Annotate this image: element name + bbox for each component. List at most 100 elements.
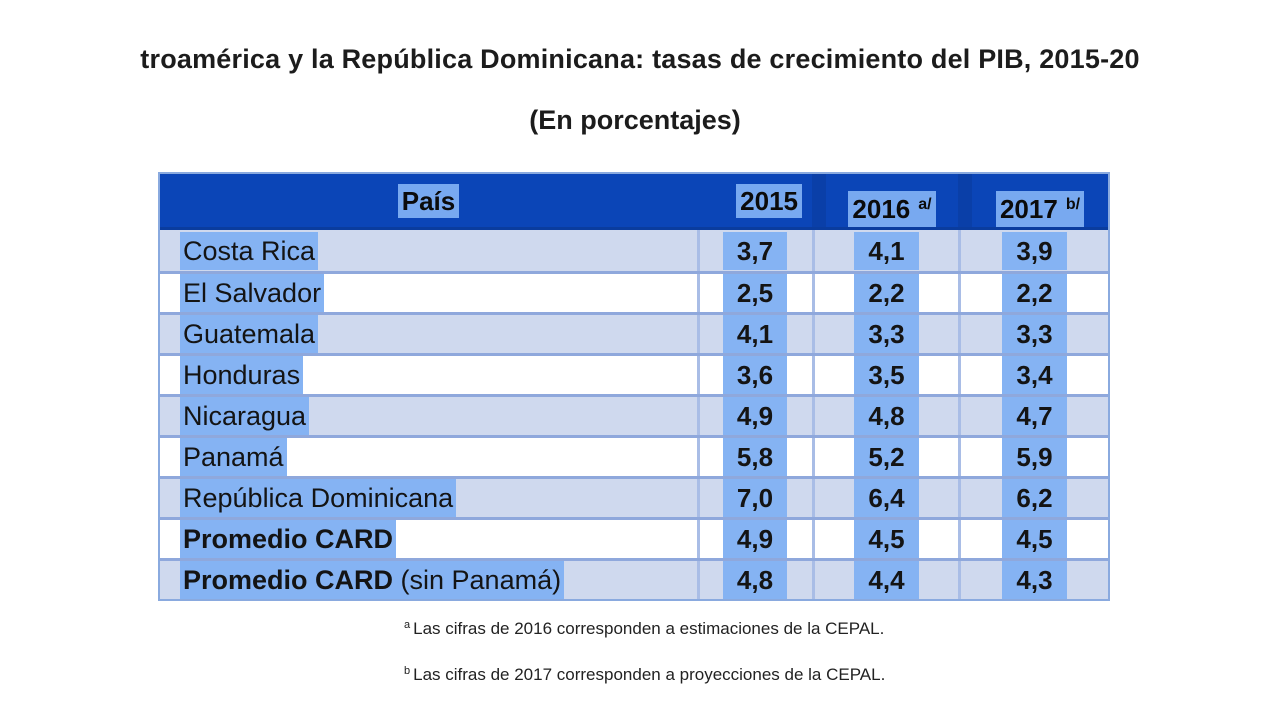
country-name: El Salvador xyxy=(180,274,325,312)
growth-value-2017: 3,9 xyxy=(1002,231,1067,270)
growth-value-2015: 7,0 xyxy=(722,479,788,517)
header-2016-cell: 2016 a/ xyxy=(812,174,958,227)
table-row: Honduras 3,6 3,5 3,4 xyxy=(160,353,1108,394)
value-cell-2015: 5,8 xyxy=(697,438,812,476)
growth-value-2015: 3,6 xyxy=(722,356,788,394)
value-cell-2015: 4,9 xyxy=(697,520,812,558)
growth-value-2017: 3,3 xyxy=(1002,315,1067,353)
value-cell-2016: 3,3 xyxy=(812,315,958,353)
value-cell-2015: 7,0 xyxy=(697,479,812,517)
country-label: El Salvador xyxy=(183,278,322,308)
country-cell: Promedio CARD xyxy=(160,520,697,558)
header-2017: 2017 b/ xyxy=(995,190,1085,227)
growth-value-2016: 3,5 xyxy=(854,356,919,394)
table-body: Costa Rica 3,7 4,1 3,9 El Salvador 2,5 2,2 2,2 G… xyxy=(160,230,1108,599)
value-cell-2017: 3,4 xyxy=(958,356,1108,394)
value-cell-2017: 2,2 xyxy=(958,274,1108,312)
value-cell-2015: 4,1 xyxy=(697,315,812,353)
country-cell: República Dominicana xyxy=(160,479,697,517)
table-subtitle: (En porcentajes) xyxy=(529,105,741,135)
country-cell: Costa Rica xyxy=(160,230,697,271)
value-cell-2017: 4,5 xyxy=(958,520,1108,558)
footnote-a: a Las cifras de 2016 corresponden a estim… xyxy=(404,619,884,639)
country-cell: Panamá xyxy=(160,438,697,476)
header-2016: 2016 a/ xyxy=(848,190,936,227)
value-cell-2017: 3,3 xyxy=(958,315,1108,353)
growth-value-2015: 4,9 xyxy=(722,397,788,435)
country-label: Promedio CARD xyxy=(183,565,394,595)
table-row: República Dominicana 7,0 6,4 6,2 xyxy=(160,476,1108,517)
country-name: Panamá xyxy=(180,438,287,476)
growth-value-2016: 6,4 xyxy=(854,479,919,517)
footnote-b-mark: b xyxy=(404,665,411,677)
footnote-b: b Las cifras de 2017 corresponden a proye… xyxy=(404,665,885,685)
growth-value-2017: 6,2 xyxy=(1002,479,1067,517)
value-cell-2015: 3,7 xyxy=(697,230,812,271)
country-label: República Dominicana xyxy=(183,483,454,513)
table-title: troamérica y la República Dominicana: ta… xyxy=(140,44,1140,74)
growth-value-2016: 4,5 xyxy=(854,520,919,558)
header-country-cell: País xyxy=(160,174,697,227)
growth-value-2016: 4,8 xyxy=(854,397,919,435)
growth-value-2017: 4,7 xyxy=(1002,397,1067,435)
footnote-b-text: Las cifras de 2017 corresponden a proyec… xyxy=(413,665,886,684)
value-cell-2016: 6,4 xyxy=(812,479,958,517)
country-cell: El Salvador xyxy=(160,274,697,312)
header-2016-label: 2016 xyxy=(852,193,911,224)
footnote-a-mark: a xyxy=(404,619,411,631)
country-label: Honduras xyxy=(183,360,301,390)
country-name: Promedio CARD (sin Panamá) xyxy=(180,561,565,599)
value-cell-2016: 5,2 xyxy=(812,438,958,476)
table-row: Nicaragua 4,9 4,8 4,7 xyxy=(160,394,1108,435)
footnote-a-text: Las cifras de 2016 corresponden a estima… xyxy=(413,619,885,638)
growth-value-2015: 3,7 xyxy=(722,231,788,270)
country-suffix: (sin Panamá) xyxy=(393,565,562,595)
table-row: El Salvador 2,5 2,2 2,2 xyxy=(160,271,1108,312)
growth-value-2017: 5,9 xyxy=(1002,438,1067,476)
value-cell-2015: 3,6 xyxy=(697,356,812,394)
header-2017-cell: 2017 b/ xyxy=(958,174,1108,227)
value-cell-2017: 6,2 xyxy=(958,479,1108,517)
country-label: Panamá xyxy=(183,442,284,472)
footnote-mark-a: a/ xyxy=(918,195,932,213)
growth-value-2015: 4,8 xyxy=(722,561,788,599)
growth-value-2017: 2,2 xyxy=(1002,274,1067,312)
growth-value-2016: 5,2 xyxy=(854,438,919,476)
country-cell: Guatemala xyxy=(160,315,697,353)
value-cell-2016: 4,1 xyxy=(812,230,958,271)
growth-value-2017: 3,4 xyxy=(1002,356,1067,394)
value-cell-2017: 3,9 xyxy=(958,230,1108,271)
value-cell-2015: 4,8 xyxy=(697,561,812,599)
country-name: Promedio CARD xyxy=(180,520,397,558)
value-cell-2015: 4,9 xyxy=(697,397,812,435)
value-cell-2016: 3,5 xyxy=(812,356,958,394)
growth-value-2015: 4,9 xyxy=(722,520,788,558)
table-row: Guatemala 4,1 3,3 3,3 xyxy=(160,312,1108,353)
table-header-row: País 2015 2016 a/ 2017 b/ xyxy=(160,174,1108,230)
growth-value-2017: 4,5 xyxy=(1002,520,1067,558)
value-cell-2017: 5,9 xyxy=(958,438,1108,476)
table-row: Promedio CARD (sin Panamá) 4,8 4,4 4,3 xyxy=(160,558,1108,599)
growth-value-2016: 3,3 xyxy=(854,315,919,353)
value-cell-2017: 4,3 xyxy=(958,561,1108,599)
country-name: Honduras xyxy=(180,356,304,394)
gdp-growth-table: País 2015 2016 a/ 2017 b/ Costa Rica 3,7 4,1… xyxy=(158,172,1110,601)
country-name: Nicaragua xyxy=(180,397,310,435)
country-cell: Promedio CARD (sin Panamá) xyxy=(160,561,697,599)
country-name: República Dominicana xyxy=(180,479,457,517)
growth-value-2016: 4,4 xyxy=(854,561,919,599)
country-name: Guatemala xyxy=(180,315,319,353)
country-label: Promedio CARD xyxy=(183,524,394,554)
country-name: Costa Rica xyxy=(180,231,319,270)
country-label: Nicaragua xyxy=(183,401,307,431)
country-label: Costa Rica xyxy=(183,235,316,266)
value-cell-2017: 4,7 xyxy=(958,397,1108,435)
table-row: Panamá 5,8 5,2 5,9 xyxy=(160,435,1108,476)
growth-value-2015: 5,8 xyxy=(722,438,788,476)
header-2017-label: 2017 xyxy=(999,193,1058,224)
value-cell-2015: 2,5 xyxy=(697,274,812,312)
footnote-mark-b: b/ xyxy=(1065,195,1081,213)
value-cell-2016: 4,4 xyxy=(812,561,958,599)
header-country: País xyxy=(397,183,460,218)
value-cell-2016: 2,2 xyxy=(812,274,958,312)
